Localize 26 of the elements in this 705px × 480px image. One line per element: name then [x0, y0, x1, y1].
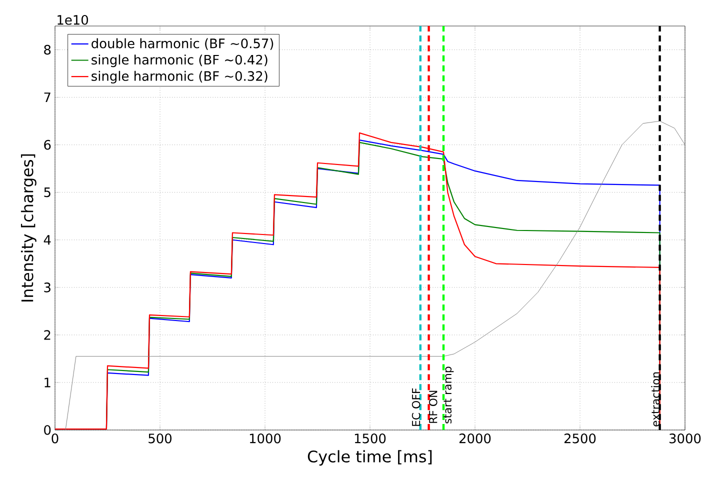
y-tick-label: 6 [44, 140, 51, 150]
x-tick-label: 500 [148, 434, 172, 444]
y-axis-title: Intensity [charges] [20, 154, 36, 302]
x-tick-label: 3000 [670, 434, 701, 444]
ref-line-label: start ramp [444, 366, 454, 424]
x-tick-label: 0 [52, 434, 58, 444]
x-tick-label: 2500 [564, 434, 596, 444]
y-tick-label: 2 [44, 330, 50, 340]
x-tick-label: 1000 [250, 434, 281, 444]
y-tick-label: 4 [44, 235, 51, 245]
legend-label: double harmonic (BF ~0.57) [92, 38, 274, 50]
x-tick-label: 1500 [354, 434, 386, 444]
y-tick-label: 7 [44, 92, 50, 102]
ref-line-label: EC OFF [412, 388, 420, 426]
ref-line-label: extraction [651, 372, 660, 426]
legend-label: single harmonic (BF ~0.42) [92, 54, 268, 68]
y-tick-label: 0 [44, 425, 51, 435]
legend-label: single harmonic (BF ~0.32) [92, 70, 268, 84]
x-tick-label: 2000 [459, 434, 491, 444]
text: 1e10 [58, 15, 88, 25]
y-tick-label: 8 [44, 44, 51, 55]
ref-line-label: RF ON [429, 390, 438, 423]
y-tick-label: 3 [44, 282, 50, 292]
x-axis-title: Cycle time [ms] [308, 450, 432, 466]
y-tick-label: 1 [44, 378, 50, 388]
y-tick-label: 5 [44, 188, 50, 198]
